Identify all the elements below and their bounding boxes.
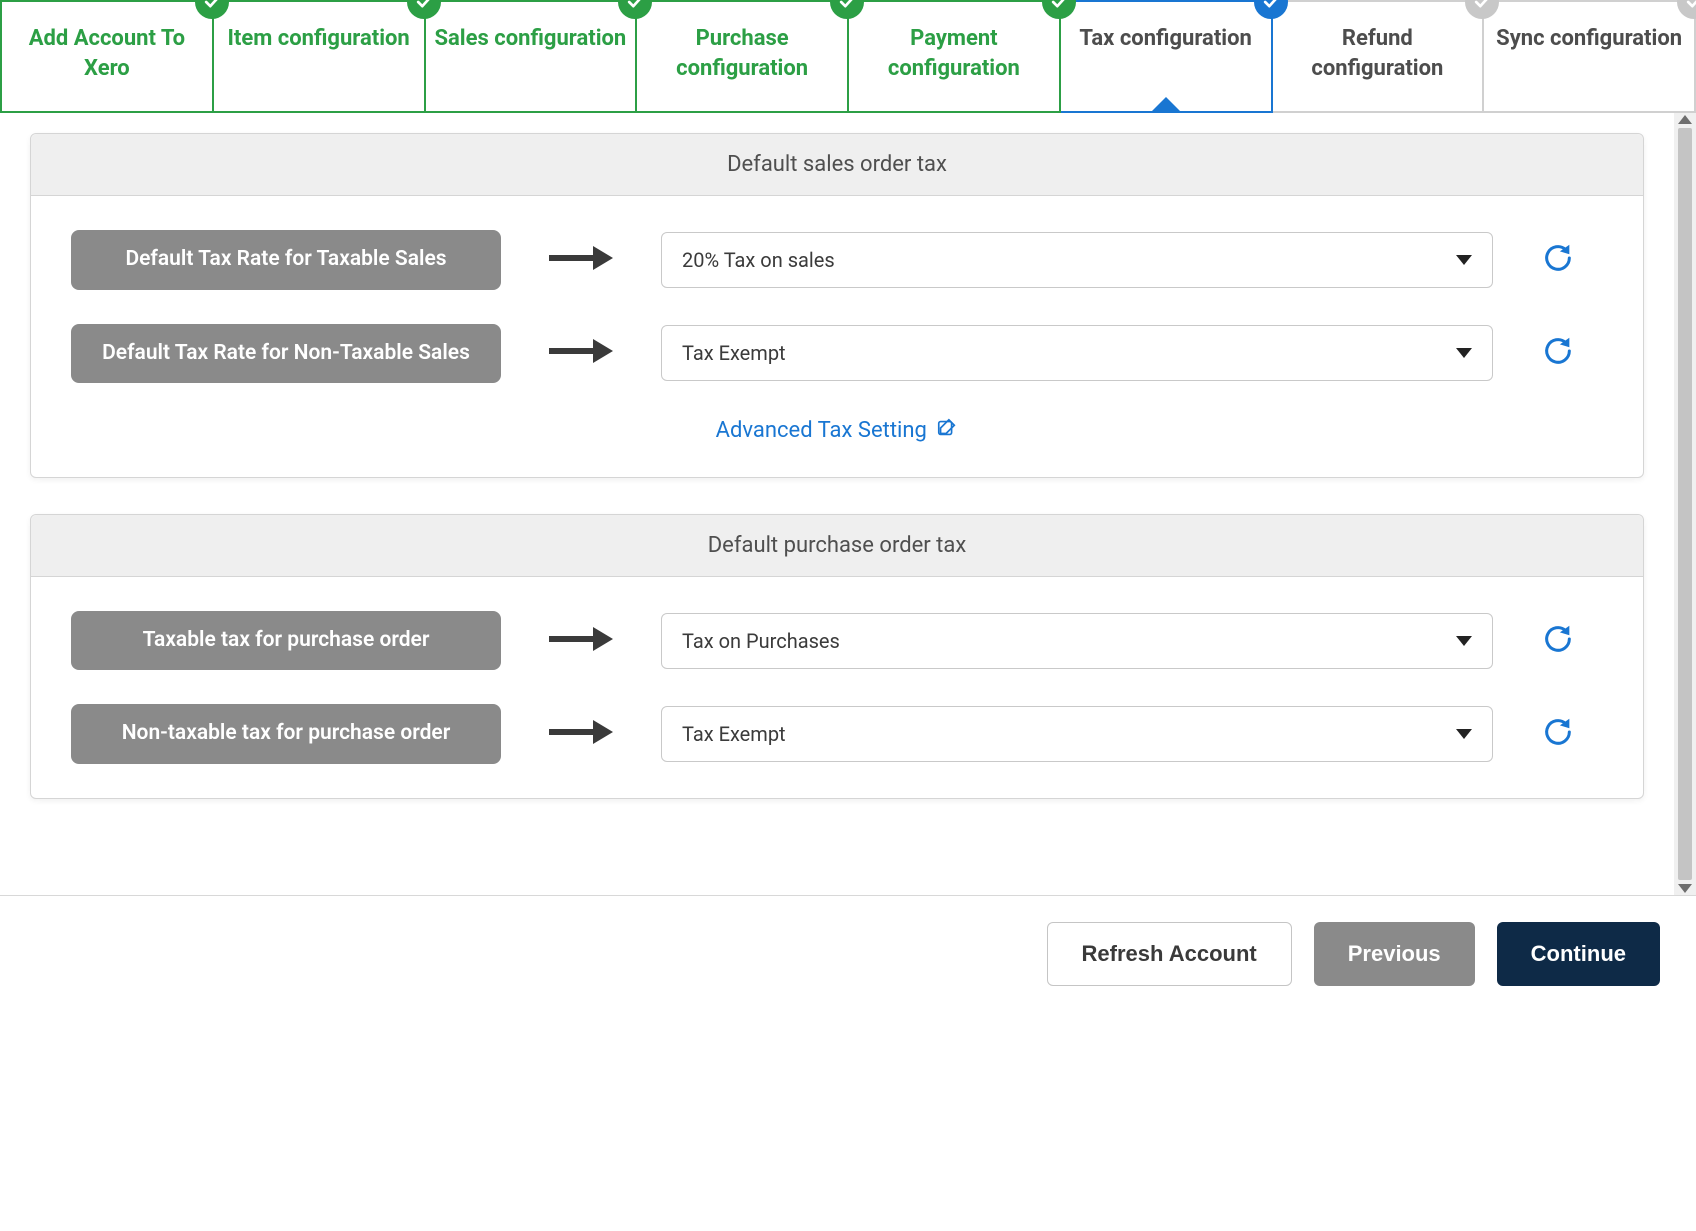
purchase-tax-card-body: Taxable tax for purchase order Tax on Pur… — [31, 577, 1643, 798]
arrow-icon — [521, 627, 641, 655]
sales-tax-select-value-0: 20% Tax on sales — [682, 248, 835, 272]
step-status-badge — [1677, 0, 1696, 19]
step-label: Payment configuration — [888, 26, 1020, 81]
content-scroll-area: Default sales order tax Default Tax Rate… — [0, 113, 1696, 895]
sales-tax-card: Default sales order tax Default Tax Rate… — [30, 133, 1644, 478]
edit-icon — [936, 417, 958, 439]
step-purchase-configuration[interactable]: Purchase configuration — [637, 0, 849, 113]
purchase-tax-select-1[interactable]: Tax Exempt — [661, 706, 1493, 762]
purchase-tax-card: Default purchase order tax Taxable tax f… — [30, 514, 1644, 799]
sales-tax-card-body: Default Tax Rate for Taxable Sales 20% Ta… — [31, 196, 1643, 477]
sales-tax-refresh-cell-0 — [1513, 241, 1603, 279]
sales-tax-refresh-icon-0[interactable] — [1541, 241, 1575, 275]
step-add-account-to-xero[interactable]: Add Account To Xero — [0, 0, 214, 113]
continue-button[interactable]: Continue — [1497, 922, 1660, 986]
advanced-tax-setting-link[interactable]: Advanced Tax Setting — [716, 418, 959, 443]
purchase-tax-refresh-icon-1[interactable] — [1541, 715, 1575, 749]
scroll-down-icon — [1678, 884, 1692, 893]
scroll-up-icon — [1678, 115, 1692, 124]
sales-tax-row-0: Default Tax Rate for Taxable Sales 20% Ta… — [71, 230, 1603, 289]
arrow-icon — [521, 720, 641, 748]
sales-tax-select-0[interactable]: 20% Tax on sales — [661, 232, 1493, 288]
sales-tax-refresh-icon-1[interactable] — [1541, 334, 1575, 368]
vertical-scrollbar[interactable] — [1674, 113, 1696, 894]
chevron-down-icon — [1456, 729, 1472, 739]
step-label: Item configuration — [227, 26, 409, 51]
purchase-tax-card-header: Default purchase order tax — [31, 515, 1643, 577]
step-item-configuration[interactable]: Item configuration — [214, 0, 426, 113]
step-sales-configuration[interactable]: Sales configuration — [426, 0, 638, 113]
purchase-tax-row-0: Taxable tax for purchase order Tax on Pur… — [71, 611, 1603, 670]
step-label: Sync configuration — [1496, 26, 1682, 51]
step-label: Refund configuration — [1311, 26, 1443, 81]
sales-tax-card-header: Default sales order tax — [31, 134, 1643, 196]
wizard-footer: Refresh Account Previous Continue — [0, 896, 1696, 1016]
chevron-down-icon — [1456, 636, 1472, 646]
previous-button[interactable]: Previous — [1314, 922, 1475, 986]
step-refund-configuration[interactable]: Refund configuration — [1273, 0, 1485, 113]
content-area: Default sales order tax Default Tax Rate… — [0, 113, 1674, 894]
step-payment-configuration[interactable]: Payment configuration — [849, 0, 1061, 113]
refresh-account-button[interactable]: Refresh Account — [1047, 922, 1292, 986]
sales-tax-select-1[interactable]: Tax Exempt — [661, 325, 1493, 381]
purchase-tax-select-value-0: Tax on Purchases — [682, 629, 840, 653]
sales-tax-label-0: Default Tax Rate for Taxable Sales — [71, 230, 501, 289]
purchase-tax-select-value-1: Tax Exempt — [682, 722, 786, 746]
purchase-tax-label-0: Taxable tax for purchase order — [71, 611, 501, 670]
step-label: Sales configuration — [434, 26, 626, 51]
step-tax-configuration[interactable]: Tax configuration — [1061, 0, 1273, 113]
step-label: Tax configuration — [1079, 26, 1251, 51]
wizard-steps: Add Account To Xero Item configuration Sal… — [0, 0, 1696, 113]
chevron-down-icon — [1456, 255, 1472, 265]
scrollbar-thumb[interactable] — [1678, 128, 1692, 879]
chevron-down-icon — [1456, 348, 1472, 358]
step-label: Purchase configuration — [676, 26, 808, 81]
advanced-tax-setting-label: Advanced Tax Setting — [716, 418, 927, 443]
step-label: Add Account To Xero — [29, 26, 185, 81]
sales-tax-row-1: Default Tax Rate for Non-Taxable Sales Ta… — [71, 324, 1603, 383]
purchase-tax-refresh-cell-0 — [1513, 622, 1603, 660]
purchase-tax-label-1: Non-taxable tax for purchase order — [71, 704, 501, 763]
purchase-tax-select-0[interactable]: Tax on Purchases — [661, 613, 1493, 669]
advanced-tax-link-wrap: Advanced Tax Setting — [71, 417, 1603, 443]
step-sync-configuration[interactable]: Sync configuration — [1484, 0, 1696, 113]
arrow-icon — [521, 246, 641, 274]
purchase-tax-row-1: Non-taxable tax for purchase order Tax Ex… — [71, 704, 1603, 763]
sales-tax-select-value-1: Tax Exempt — [682, 341, 786, 365]
sales-tax-refresh-cell-1 — [1513, 334, 1603, 372]
purchase-tax-refresh-icon-0[interactable] — [1541, 622, 1575, 656]
purchase-tax-refresh-cell-1 — [1513, 715, 1603, 753]
arrow-icon — [521, 339, 641, 367]
sales-tax-label-1: Default Tax Rate for Non-Taxable Sales — [71, 324, 501, 383]
